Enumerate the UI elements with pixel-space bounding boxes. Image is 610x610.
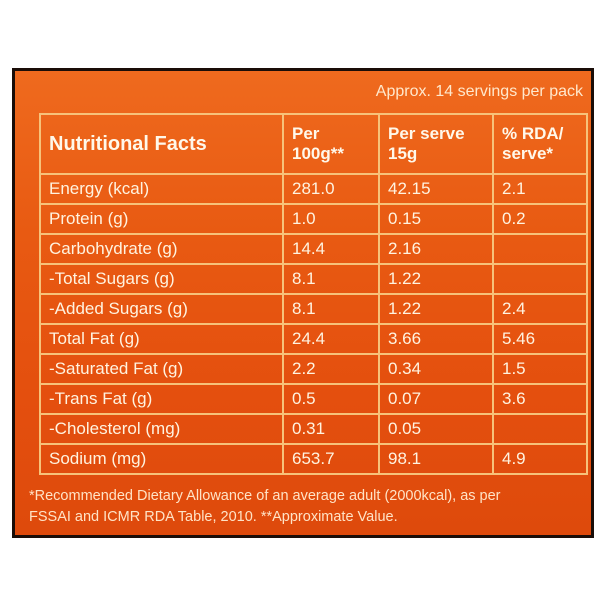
value-per-serve: 42.15 [378,173,494,205]
nutrient-name: -Trans Fat (g) [39,383,284,415]
value-per-100g: 8.1 [282,293,380,325]
value-per-serve: 0.15 [378,203,494,235]
nutrient-name: -Saturated Fat (g) [39,353,284,385]
value-per-serve: 1.22 [378,293,494,325]
nutrition-label-panel: Approx. 14 servings per pack Nutritional… [12,68,594,538]
nutrition-table: Nutritional Facts Per 100g** Per serve 1… [39,113,588,475]
value-per-100g: 653.7 [282,443,380,475]
value-rda: 3.6 [492,383,588,415]
nutrient-name: -Total Sugars (g) [39,263,284,295]
header-rda-per-serve: % RDA/ serve* [492,113,588,175]
table-row: -Trans Fat (g) 0.5 0.07 3.6 [39,383,588,415]
value-per-serve: 2.16 [378,233,494,265]
table-row: -Added Sugars (g) 8.1 1.22 2.4 [39,293,588,325]
value-rda: 5.46 [492,323,588,355]
value-per-100g: 8.1 [282,263,380,295]
footnote-line: FSSAI and ICMR RDA Table, 2010. **Approx… [29,509,398,525]
table-header-row: Nutritional Facts Per 100g** Per serve 1… [39,113,588,175]
value-per-serve: 1.22 [378,263,494,295]
value-per-serve: 0.07 [378,383,494,415]
nutrient-name: Protein (g) [39,203,284,235]
value-rda: 0.2 [492,203,588,235]
nutrient-name: Carbohydrate (g) [39,233,284,265]
table-row: Energy (kcal) 281.0 42.15 2.1 [39,173,588,205]
table-row: -Total Sugars (g) 8.1 1.22 [39,263,588,295]
value-per-100g: 0.31 [282,413,380,445]
table-row: Protein (g) 1.0 0.15 0.2 [39,203,588,235]
value-rda: 4.9 [492,443,588,475]
header-per-serve: Per serve 15g [378,113,494,175]
footnote: *Recommended Dietary Allowance of an ave… [29,486,587,528]
nutrient-name: Sodium (mg) [39,443,284,475]
servings-per-pack: Approx. 14 servings per pack [375,83,583,100]
value-rda: 2.1 [492,173,588,205]
value-per-100g: 1.0 [282,203,380,235]
value-rda: 1.5 [492,353,588,385]
value-per-100g: 281.0 [282,173,380,205]
nutrient-name: Energy (kcal) [39,173,284,205]
value-per-serve: 0.05 [378,413,494,445]
value-rda [492,263,588,295]
header-nutritional-facts: Nutritional Facts [39,113,284,175]
value-per-serve: 0.34 [378,353,494,385]
value-per-100g: 0.5 [282,383,380,415]
table-row: Total Fat (g) 24.4 3.66 5.46 [39,323,588,355]
footnote-line: *Recommended Dietary Allowance of an ave… [29,488,501,504]
nutrient-name: -Cholesterol (mg) [39,413,284,445]
value-rda [492,413,588,445]
table-row: -Cholesterol (mg) 0.31 0.05 [39,413,588,445]
table-row: Sodium (mg) 653.7 98.1 4.9 [39,443,588,475]
table-row: Carbohydrate (g) 14.4 2.16 [39,233,588,265]
value-rda [492,233,588,265]
value-per-serve: 3.66 [378,323,494,355]
header-per-100g: Per 100g** [282,113,380,175]
table-row: -Saturated Fat (g) 2.2 0.34 1.5 [39,353,588,385]
value-rda: 2.4 [492,293,588,325]
value-per-100g: 2.2 [282,353,380,385]
nutrient-name: Total Fat (g) [39,323,284,355]
nutrient-name: -Added Sugars (g) [39,293,284,325]
value-per-100g: 14.4 [282,233,380,265]
value-per-serve: 98.1 [378,443,494,475]
value-per-100g: 24.4 [282,323,380,355]
